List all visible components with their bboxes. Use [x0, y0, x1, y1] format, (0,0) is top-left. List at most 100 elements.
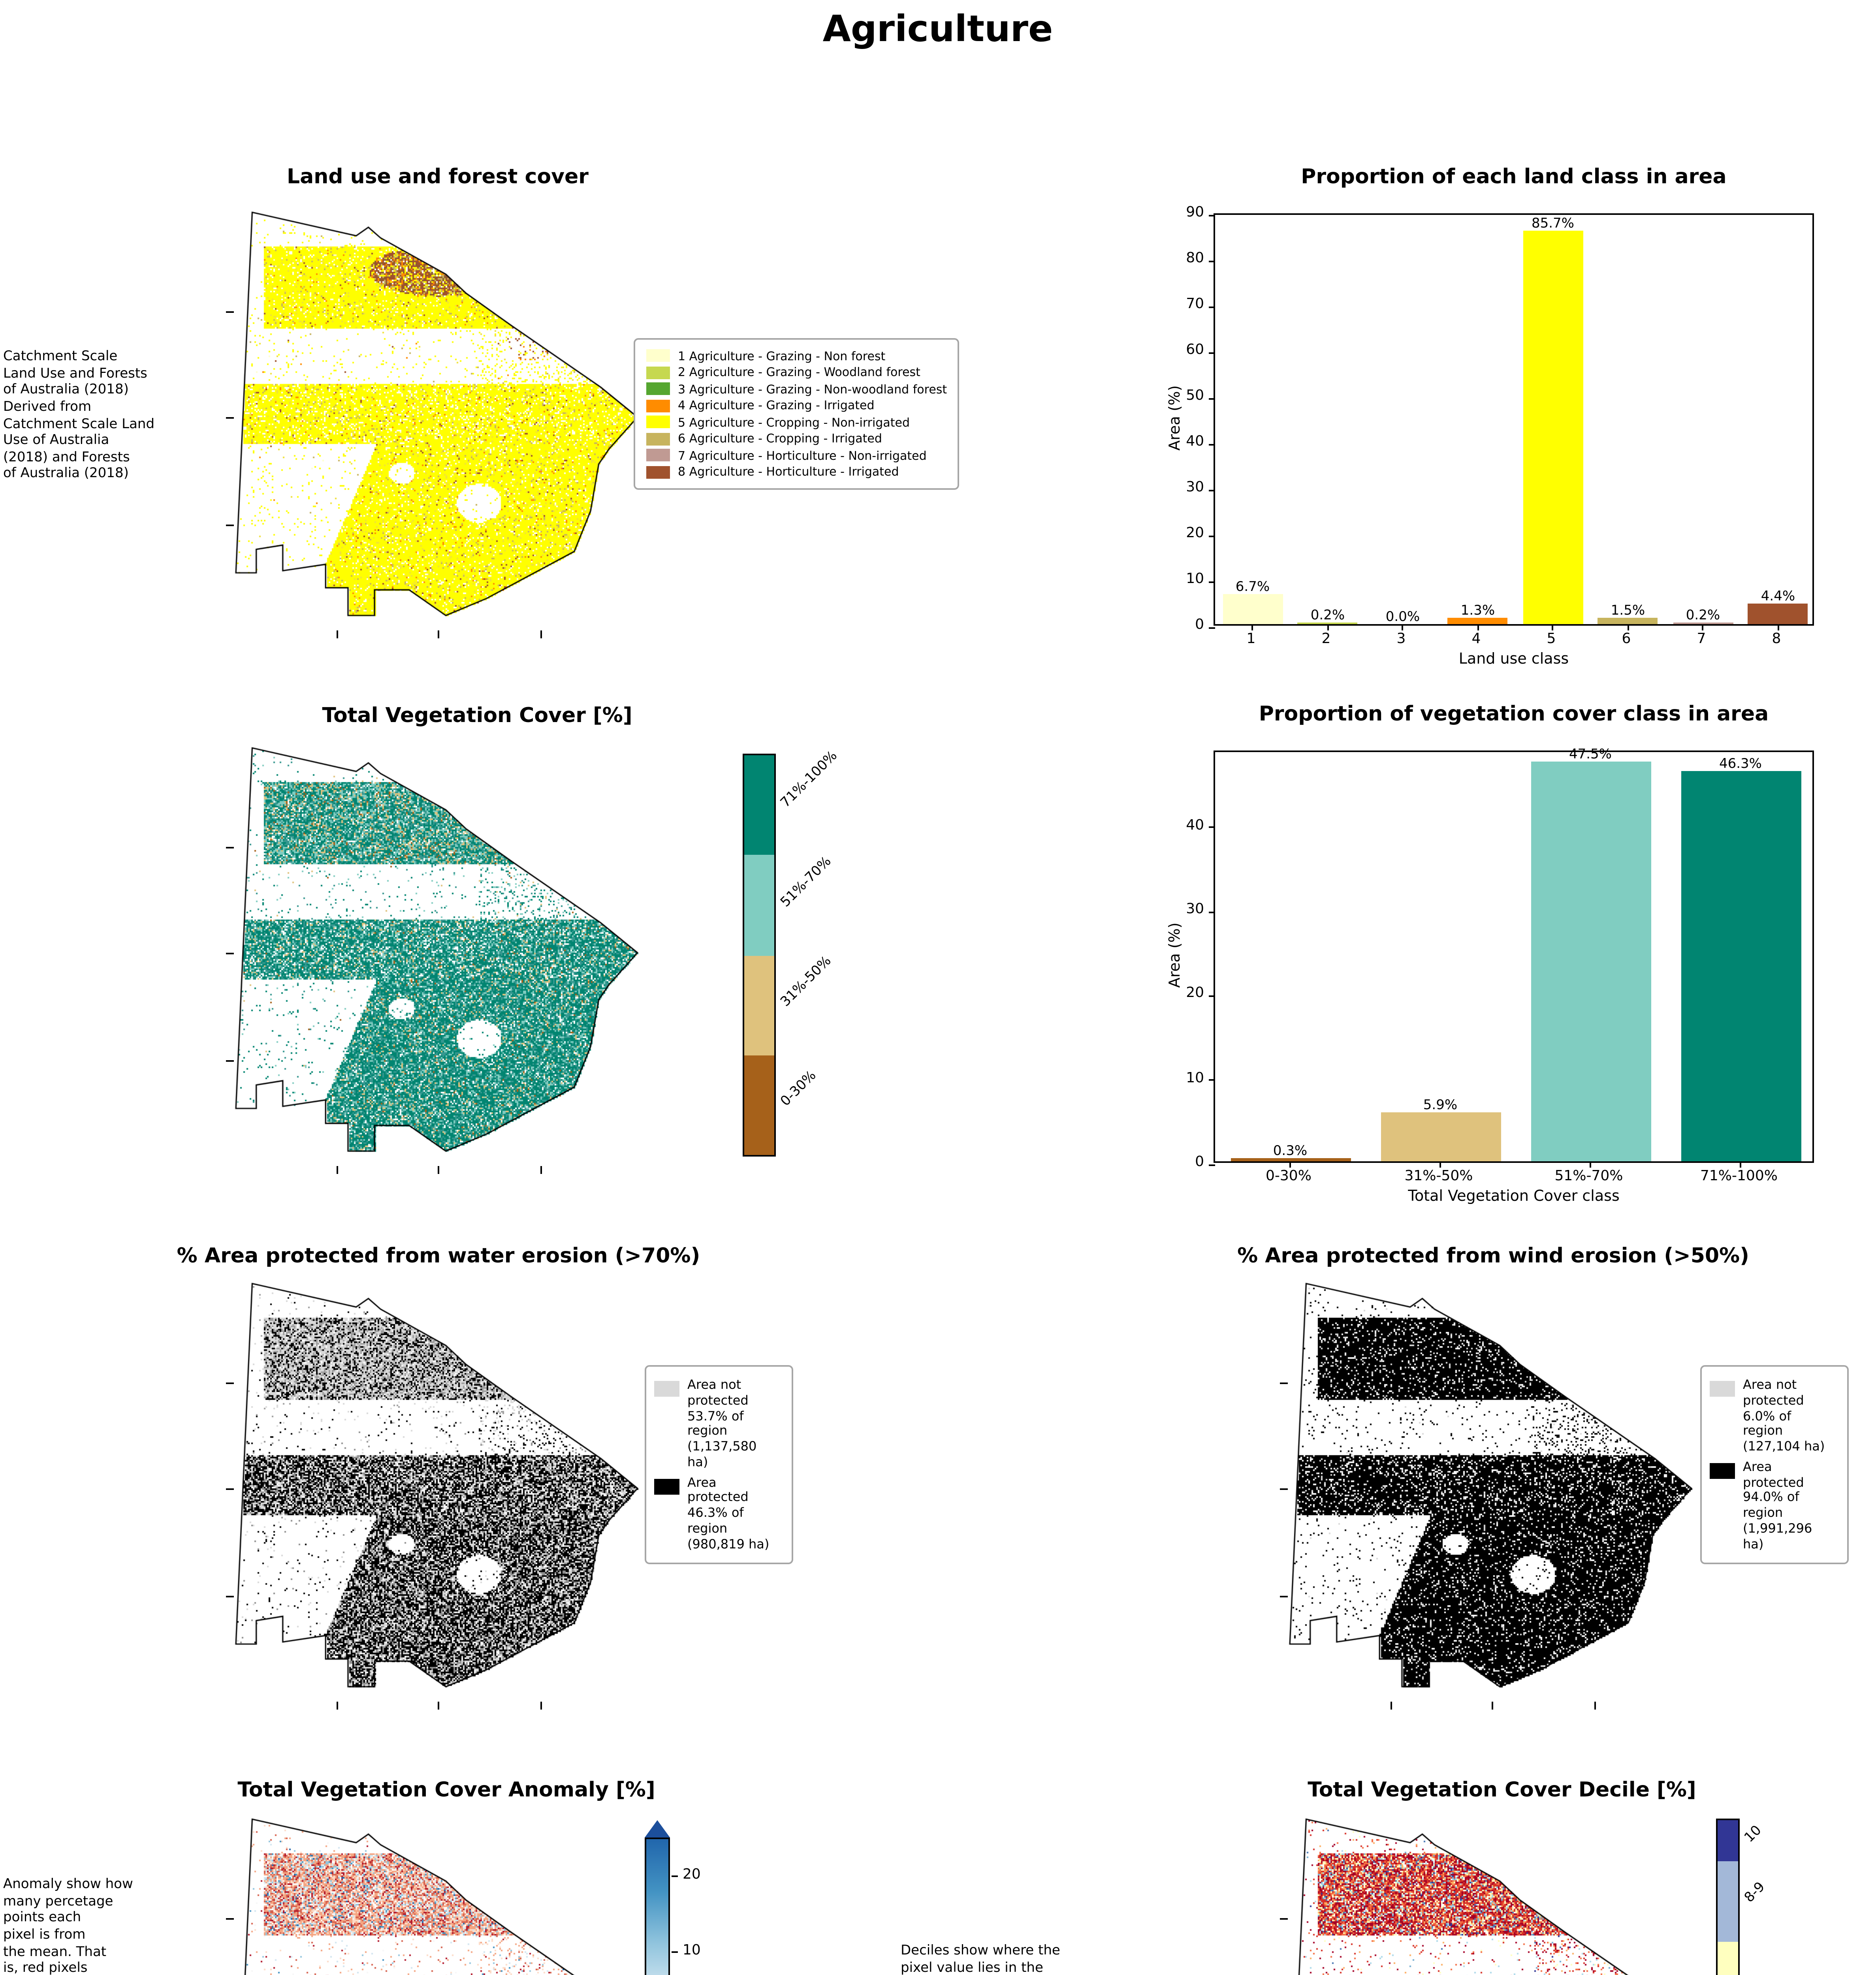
axis-tick [540, 1166, 541, 1174]
bar-value-label: 6.7% [1235, 579, 1270, 595]
bar [1448, 618, 1508, 624]
axis-tick [1280, 1382, 1288, 1383]
y-tick [1209, 911, 1215, 913]
axis-tick [226, 953, 234, 954]
bar-value-label: 1.3% [1460, 604, 1495, 620]
legend-label: 5 Agriculture - Cropping - Non-irrigated [678, 415, 910, 429]
y-tick-label: 0 [1195, 618, 1204, 634]
x-tick-label: 0-30% [1266, 1169, 1312, 1185]
wind-erosion-title: % Area protected from wind erosion (>50%… [1237, 1245, 1749, 1269]
axis-tick [226, 417, 234, 419]
bar [1223, 593, 1283, 624]
colorbar-tick [672, 1951, 678, 1952]
colorbar-tick-label: 10 [683, 1943, 701, 1959]
y-tick [1209, 260, 1215, 261]
chart-xlabel: Land use class [1458, 651, 1569, 668]
y-tick [1209, 214, 1215, 216]
y-tick [1209, 581, 1215, 582]
anomaly-map [226, 1811, 642, 1975]
legend-swatch [646, 366, 670, 378]
x-tick-label: 71%-100% [1700, 1169, 1778, 1185]
colorbar-tick [672, 1875, 678, 1876]
colorbar-label: 8-9 [1742, 1880, 1769, 1907]
bar [1530, 762, 1650, 1161]
x-tick [1740, 1161, 1741, 1168]
legend-label: 6 Agriculture - Cropping - Irrigated [678, 431, 882, 446]
chart-title: Proportion of vegetation cover class in … [1259, 703, 1769, 727]
x-tick-label: 5 [1547, 632, 1556, 648]
x-tick [1439, 1161, 1441, 1168]
wind-erosion-map-canvas [1288, 1275, 1695, 1702]
x-tick-label: 3 [1396, 632, 1406, 648]
land-use-map [226, 204, 642, 638]
y-tick-label: 40 [1186, 818, 1204, 834]
x-tick [1777, 624, 1779, 630]
y-tick [1209, 306, 1215, 307]
plot-area: 6.7% 0.2% 0.0% 1.3% 85.7% 1.5% 0.2% 4.4% [1209, 213, 1814, 630]
land-use-note: Catchment Scale Land Use and Forests of … [3, 349, 155, 483]
y-tick [1209, 626, 1215, 628]
water-erosion-legend: Area not protected 53.7% of region (1,13… [645, 1365, 793, 1565]
bar-value-label: 47.5% [1569, 747, 1612, 763]
legend-item: 5 Agriculture - Cropping - Non-irrigated [646, 415, 947, 429]
water-erosion-map [226, 1275, 642, 1710]
land-use-map-canvas [234, 204, 642, 630]
axis-tick [540, 1702, 541, 1710]
axis-tick [226, 1059, 234, 1061]
y-tick [1209, 827, 1215, 829]
page-title: Agriculture [822, 9, 1053, 51]
legend-item: Area not protected 53.7% of region (1,13… [654, 1378, 784, 1470]
legend-swatch [654, 1381, 679, 1397]
y-tick-label: 20 [1186, 526, 1204, 542]
wind-erosion-map [1280, 1275, 1695, 1710]
legend-swatch [654, 1478, 679, 1494]
colorbar-tick-label: 20 [683, 1868, 701, 1883]
legend-swatch [1710, 1463, 1735, 1478]
legend-label: 3 Agriculture - Grazing - Non-woodland f… [678, 382, 947, 396]
x-tick-label: 2 [1321, 632, 1331, 648]
colorbar-label: 31%-50% [778, 954, 835, 1011]
land-use-legend: 1 Agriculture - Grazing - Non forest 2 Ag… [634, 338, 960, 489]
decile-map-title: Total Vegetation Cover Decile [%] [1308, 1779, 1696, 1803]
axis-tick [226, 1917, 234, 1919]
axis-tick [540, 630, 541, 638]
bar-value-label: 1.5% [1611, 603, 1645, 619]
wind-erosion-legend: Area not protected 6.0% of region (127,1… [1700, 1365, 1849, 1565]
anomaly-note: Anomaly show how many percetage points e… [3, 1877, 133, 1975]
bar [1380, 1112, 1500, 1161]
veg-cover-map-canvas [234, 739, 642, 1166]
y-tick-label: 30 [1186, 902, 1204, 918]
y-tick-label: 50 [1186, 389, 1204, 404]
colorbar-segment [744, 1055, 774, 1155]
x-tick [1252, 624, 1253, 630]
axis-tick [226, 310, 234, 312]
axis-tick [1280, 1595, 1288, 1597]
decile-colorbar: 108-94-72-31 [1716, 1819, 1769, 1975]
water-erosion-title: % Area protected from water erosion (>70… [177, 1245, 700, 1269]
axis-tick [1280, 1488, 1288, 1490]
y-tick [1209, 397, 1215, 399]
x-tick-label: 1 [1246, 632, 1256, 648]
y-tick-label: 30 [1186, 480, 1204, 496]
legend-swatch [646, 465, 670, 478]
y-tick-label: 70 [1186, 297, 1204, 313]
bar-value-label: 46.3% [1719, 757, 1762, 773]
axis-tick [438, 1702, 439, 1710]
anomaly-map-title: Total Vegetation Cover Anomaly [%] [237, 1779, 655, 1803]
legend-item: 8 Agriculture - Horticulture - Irrigated [646, 465, 947, 479]
y-tick [1209, 995, 1215, 997]
x-tick-label: 7 [1697, 632, 1706, 648]
legend-item: 2 Agriculture - Grazing - Woodland fores… [646, 365, 947, 379]
bar [1298, 623, 1358, 624]
x-tick [1402, 624, 1404, 630]
axis-tick [226, 1488, 234, 1490]
x-tick-label: 4 [1471, 632, 1481, 648]
y-tick-label: 10 [1186, 1070, 1204, 1087]
x-tick-label: 6 [1622, 632, 1631, 648]
colorbar-segment [1718, 1820, 1738, 1861]
axis-tick [226, 1382, 234, 1383]
water-erosion-map-canvas [234, 1275, 642, 1702]
axis-tick [336, 630, 337, 638]
plot-area: 0.3% 5.9% 47.5% 46.3% [1209, 747, 1814, 1168]
legend-item: Area not protected 6.0% of region (127,1… [1710, 1378, 1839, 1455]
